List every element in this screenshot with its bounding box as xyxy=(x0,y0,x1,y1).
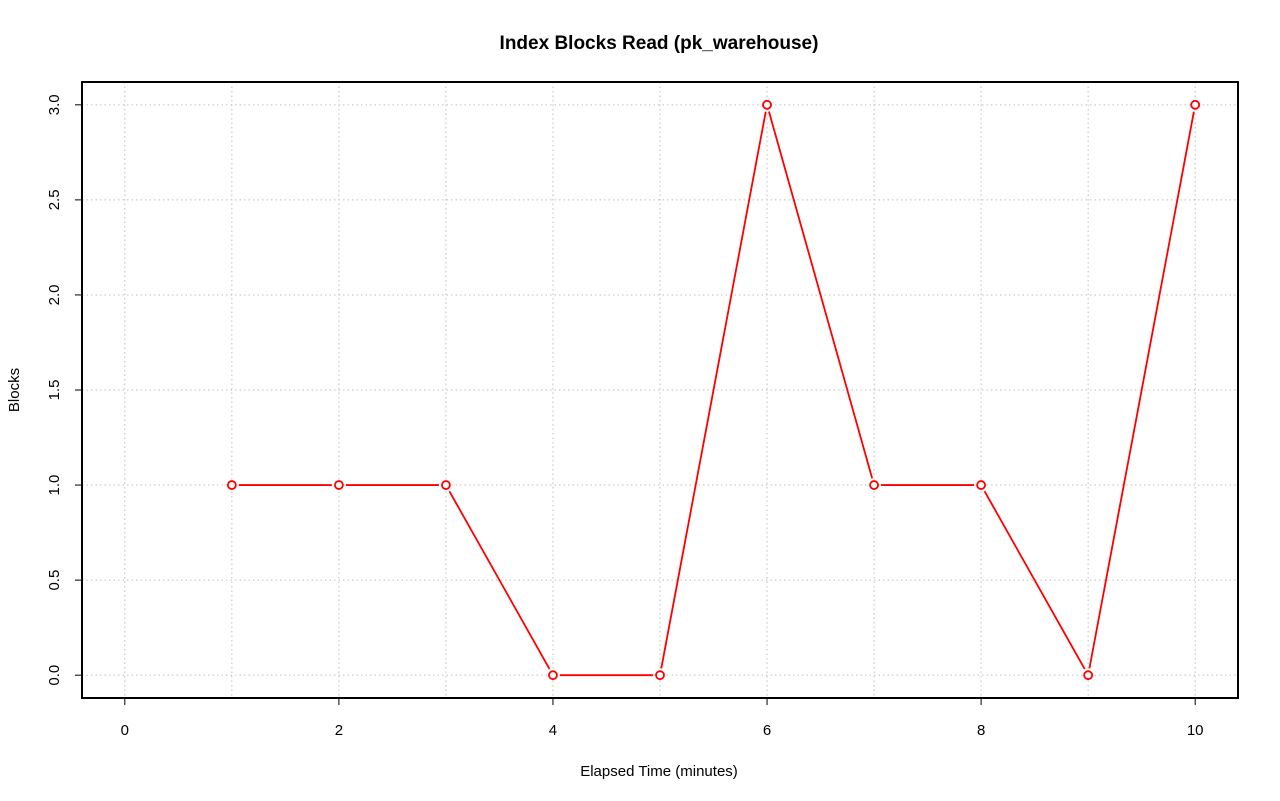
y-axis-label: Blocks xyxy=(6,368,23,412)
data-point xyxy=(441,480,451,490)
y-axis: 0.0 0.5 1.0 1.5 2.0 2.5 3.0 xyxy=(46,94,83,686)
x-axis: 0 2 4 6 8 10 xyxy=(121,697,1204,739)
x-axis-label: Elapsed Time (minutes) xyxy=(580,763,738,780)
data-point xyxy=(333,480,344,490)
x-tick-label: 8 xyxy=(977,722,985,739)
data-point xyxy=(655,670,665,681)
x-tick-label: 2 xyxy=(335,722,343,739)
y-tick-label: 0.0 xyxy=(46,665,63,686)
y-tick-label: 3.0 xyxy=(46,94,63,115)
y-tick-label: 2.0 xyxy=(46,285,63,306)
y-tick-label: 0.5 xyxy=(46,570,63,591)
y-tick-label: 1.5 xyxy=(46,380,63,401)
data-point xyxy=(1190,99,1201,110)
y-tick-label: 2.5 xyxy=(46,189,63,210)
data-point xyxy=(1083,670,1094,681)
data-point xyxy=(976,480,987,490)
chart-title: Index Blocks Read (pk_warehouse) xyxy=(500,33,819,54)
series-line-segment xyxy=(1088,111,1195,669)
series-group xyxy=(226,99,1201,681)
x-tick-label: 4 xyxy=(549,722,557,739)
x-tick-label: 0 xyxy=(121,722,129,739)
series-line-segment xyxy=(768,111,874,479)
y-tick-label: 1.0 xyxy=(46,475,63,496)
data-point xyxy=(869,480,879,490)
data-point xyxy=(548,670,558,681)
x-tick-label: 10 xyxy=(1187,722,1204,739)
data-point xyxy=(762,99,772,110)
data-point xyxy=(226,480,237,490)
grid xyxy=(82,82,1238,698)
series-line-segment xyxy=(983,490,1086,670)
x-tick-label: 6 xyxy=(763,722,771,739)
series-line-segment xyxy=(660,111,767,669)
series-line-segment xyxy=(448,490,551,670)
